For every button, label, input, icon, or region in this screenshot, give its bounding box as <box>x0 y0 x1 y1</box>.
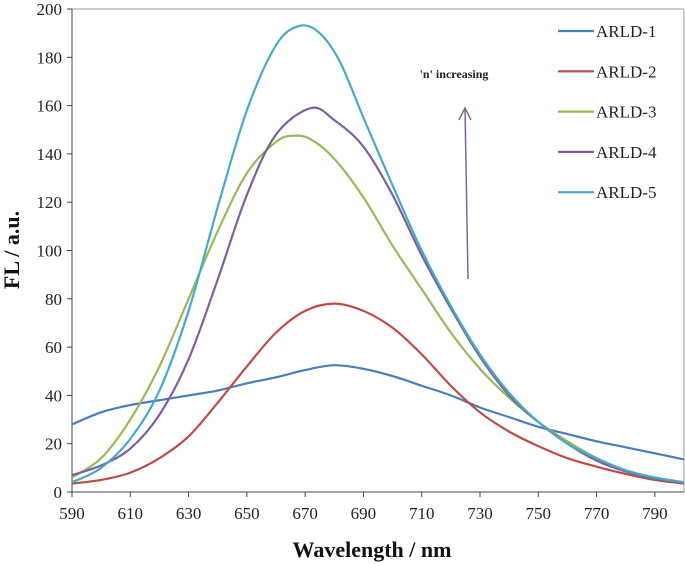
arrow-shaft <box>464 108 469 280</box>
y-tick-label: 40 <box>45 386 62 405</box>
y-tick-label: 80 <box>45 290 62 309</box>
axis-ticks: 590 610 630 650 670 690 710 730 750 770 790 0 20 40 60… <box>37 0 668 523</box>
series-line-arld-5 <box>71 24 685 484</box>
series-lines <box>71 24 685 485</box>
legend-label: ARLD-2 <box>596 62 656 81</box>
x-tick-label: 790 <box>642 504 668 523</box>
y-tick-label: 100 <box>37 242 63 261</box>
series-line-arld-1 <box>71 364 685 461</box>
increasing-arrow <box>458 106 472 280</box>
legend-label: ARLD-1 <box>596 22 656 41</box>
legend-label: ARLD-3 <box>596 103 656 122</box>
arrow-head-icon <box>458 106 472 121</box>
x-tick-label: 590 <box>59 504 85 523</box>
y-tick-label: 160 <box>37 97 63 116</box>
y-tick-label: 180 <box>37 48 63 67</box>
x-tick-label: 610 <box>118 504 144 523</box>
series-line-arld-4 <box>71 106 685 484</box>
series-line-arld-3 <box>71 134 685 484</box>
y-tick-label: 0 <box>54 483 63 502</box>
x-tick-label: 750 <box>526 504 552 523</box>
x-tick-label: 690 <box>351 504 377 523</box>
legend-label: ARLD-4 <box>596 143 657 162</box>
y-tick-label: 200 <box>37 0 63 19</box>
plot-frame <box>71 8 685 493</box>
legend-label: ARLD-5 <box>596 183 656 202</box>
x-axis-label: Wavelength / nm <box>293 537 452 562</box>
legend: ARLD-1 ARLD-2 ARLD-3 ARLD-4 ARLD-5 <box>558 22 657 202</box>
x-tick-label: 670 <box>292 504 318 523</box>
x-tick-label: 650 <box>234 504 260 523</box>
y-axis-label: FL / a.u. <box>0 211 24 289</box>
x-tick-label: 770 <box>584 504 610 523</box>
y-tick-label: 120 <box>37 193 63 212</box>
y-tick-label: 20 <box>45 435 62 454</box>
annotation-text: 'n' increasing <box>420 67 489 81</box>
y-tick-label: 60 <box>45 338 62 357</box>
x-tick-label: 630 <box>176 504 202 523</box>
series-line-arld-2 <box>71 302 685 485</box>
x-tick-label: 730 <box>467 504 493 523</box>
y-tick-label: 140 <box>37 145 63 164</box>
x-tick-label: 710 <box>409 504 435 523</box>
